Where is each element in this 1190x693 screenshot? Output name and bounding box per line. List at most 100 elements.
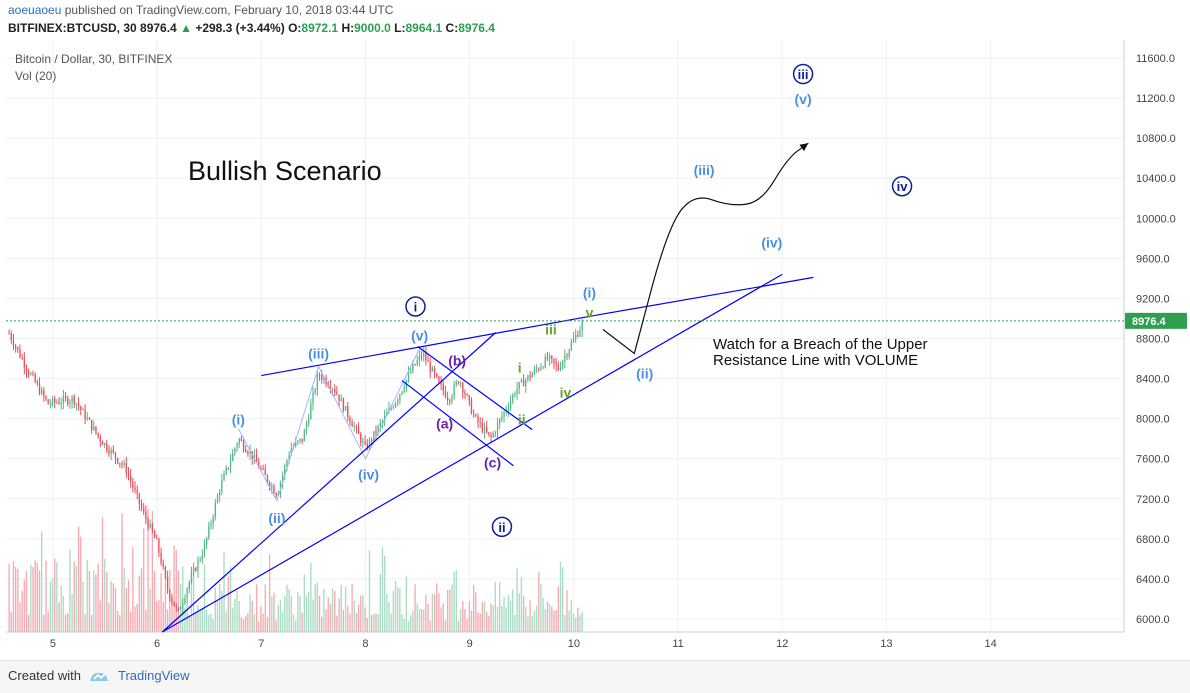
volume-bar	[314, 584, 316, 632]
candle-body	[559, 367, 562, 370]
volume-bar	[429, 620, 431, 632]
volume-bar	[73, 561, 75, 632]
x-tick-label: 14	[985, 638, 997, 650]
candle-body	[555, 362, 557, 365]
annotation-line-2: Resistance Line with VOLUME	[713, 352, 918, 369]
candle-body	[414, 364, 416, 366]
candle-body	[286, 460, 288, 466]
volume-bar	[381, 547, 384, 632]
volume-bar	[97, 563, 99, 632]
candle-body	[548, 355, 551, 360]
volume-bar	[494, 582, 497, 632]
candle-body	[212, 516, 214, 524]
candle-body	[186, 588, 188, 598]
candle-body	[216, 495, 219, 503]
candle-body	[153, 531, 156, 538]
candle-body	[321, 375, 323, 380]
wave-label: iii	[545, 321, 557, 337]
candle-body	[496, 423, 499, 433]
candle-body	[132, 481, 134, 488]
candle-body	[527, 375, 529, 381]
volume-bar	[568, 610, 570, 632]
volume-bar	[444, 620, 447, 632]
candle-body	[572, 338, 575, 343]
candle-body	[499, 419, 501, 424]
tradingview-link[interactable]: TradingView	[118, 668, 190, 683]
x-tick-label: 8	[362, 638, 368, 650]
candle-body	[507, 407, 510, 411]
projection-arrow-head	[799, 143, 809, 152]
volume-bar	[388, 602, 390, 632]
candle-body	[114, 452, 117, 459]
volume-bar	[288, 589, 290, 632]
volume-bar	[427, 603, 429, 632]
wave-label: iv	[560, 385, 572, 401]
volume-bar	[84, 613, 86, 632]
candle-body	[156, 537, 158, 539]
candle-body	[457, 381, 460, 384]
volume-bar	[410, 615, 412, 632]
volume-bar	[214, 587, 217, 632]
author-link[interactable]: aoeuaoeu	[8, 3, 62, 17]
candle-body	[258, 462, 260, 469]
volume-bar	[405, 576, 408, 632]
volume-bar	[377, 614, 379, 632]
volume-bar	[140, 567, 143, 632]
candle-body	[453, 384, 455, 397]
candle-body	[557, 364, 559, 370]
candle-body	[262, 468, 264, 470]
volume-bar	[331, 588, 334, 632]
candle-body	[349, 417, 351, 423]
x-tick-label: 9	[467, 638, 473, 650]
wave-label: iii	[798, 67, 809, 82]
candle-body	[99, 436, 101, 442]
volume-bar	[8, 563, 10, 632]
trend-line-abc-upper	[417, 346, 533, 431]
candle-body	[149, 524, 151, 528]
candle-body	[97, 432, 99, 437]
candle-body	[275, 493, 277, 496]
volume-bar	[192, 573, 195, 632]
volume-bar	[349, 613, 351, 632]
candle-body	[464, 392, 466, 395]
volume-bar	[407, 621, 410, 632]
candle-body	[375, 431, 377, 434]
candle-body	[379, 423, 381, 427]
volume-bar	[58, 602, 60, 632]
candle-body	[116, 458, 119, 464]
candle-body	[121, 463, 123, 465]
volume-bar	[82, 581, 84, 632]
volume-bar	[453, 572, 455, 632]
candle-body	[381, 420, 384, 424]
candle-body	[166, 576, 169, 590]
candle-body	[43, 390, 45, 397]
candle-body	[423, 353, 425, 357]
candle-body	[32, 373, 34, 375]
candle-body	[12, 340, 15, 346]
y-tick-label: 9200.0	[1136, 293, 1170, 305]
volume-bar	[433, 594, 436, 632]
volume-bar	[347, 605, 349, 632]
candle-body	[208, 525, 210, 538]
price-chart[interactable]: 6000.0 6400.0 6800.0 7200.0 7600.0 8000.0 8400…	[6, 40, 1190, 652]
volume-bar	[264, 584, 266, 632]
candle-body	[195, 568, 197, 571]
volume-bar	[290, 595, 292, 632]
volume-bar	[234, 599, 236, 632]
volume-bar	[27, 614, 30, 632]
volume-bar	[275, 620, 277, 632]
candle-body	[518, 382, 520, 389]
projection-curve	[602, 142, 809, 355]
candle-body	[145, 511, 147, 520]
candle-body	[160, 552, 162, 564]
candle-body	[475, 414, 477, 417]
candle-body	[169, 589, 171, 599]
volume-bar	[520, 577, 523, 632]
volume-bar	[340, 584, 342, 632]
volume-bar	[362, 595, 364, 632]
y-tick-label: 8000.0	[1136, 414, 1170, 426]
close-label: C:	[445, 21, 459, 35]
candle-body	[336, 391, 338, 395]
volume-bar	[535, 605, 538, 632]
volume-bar	[553, 610, 555, 632]
